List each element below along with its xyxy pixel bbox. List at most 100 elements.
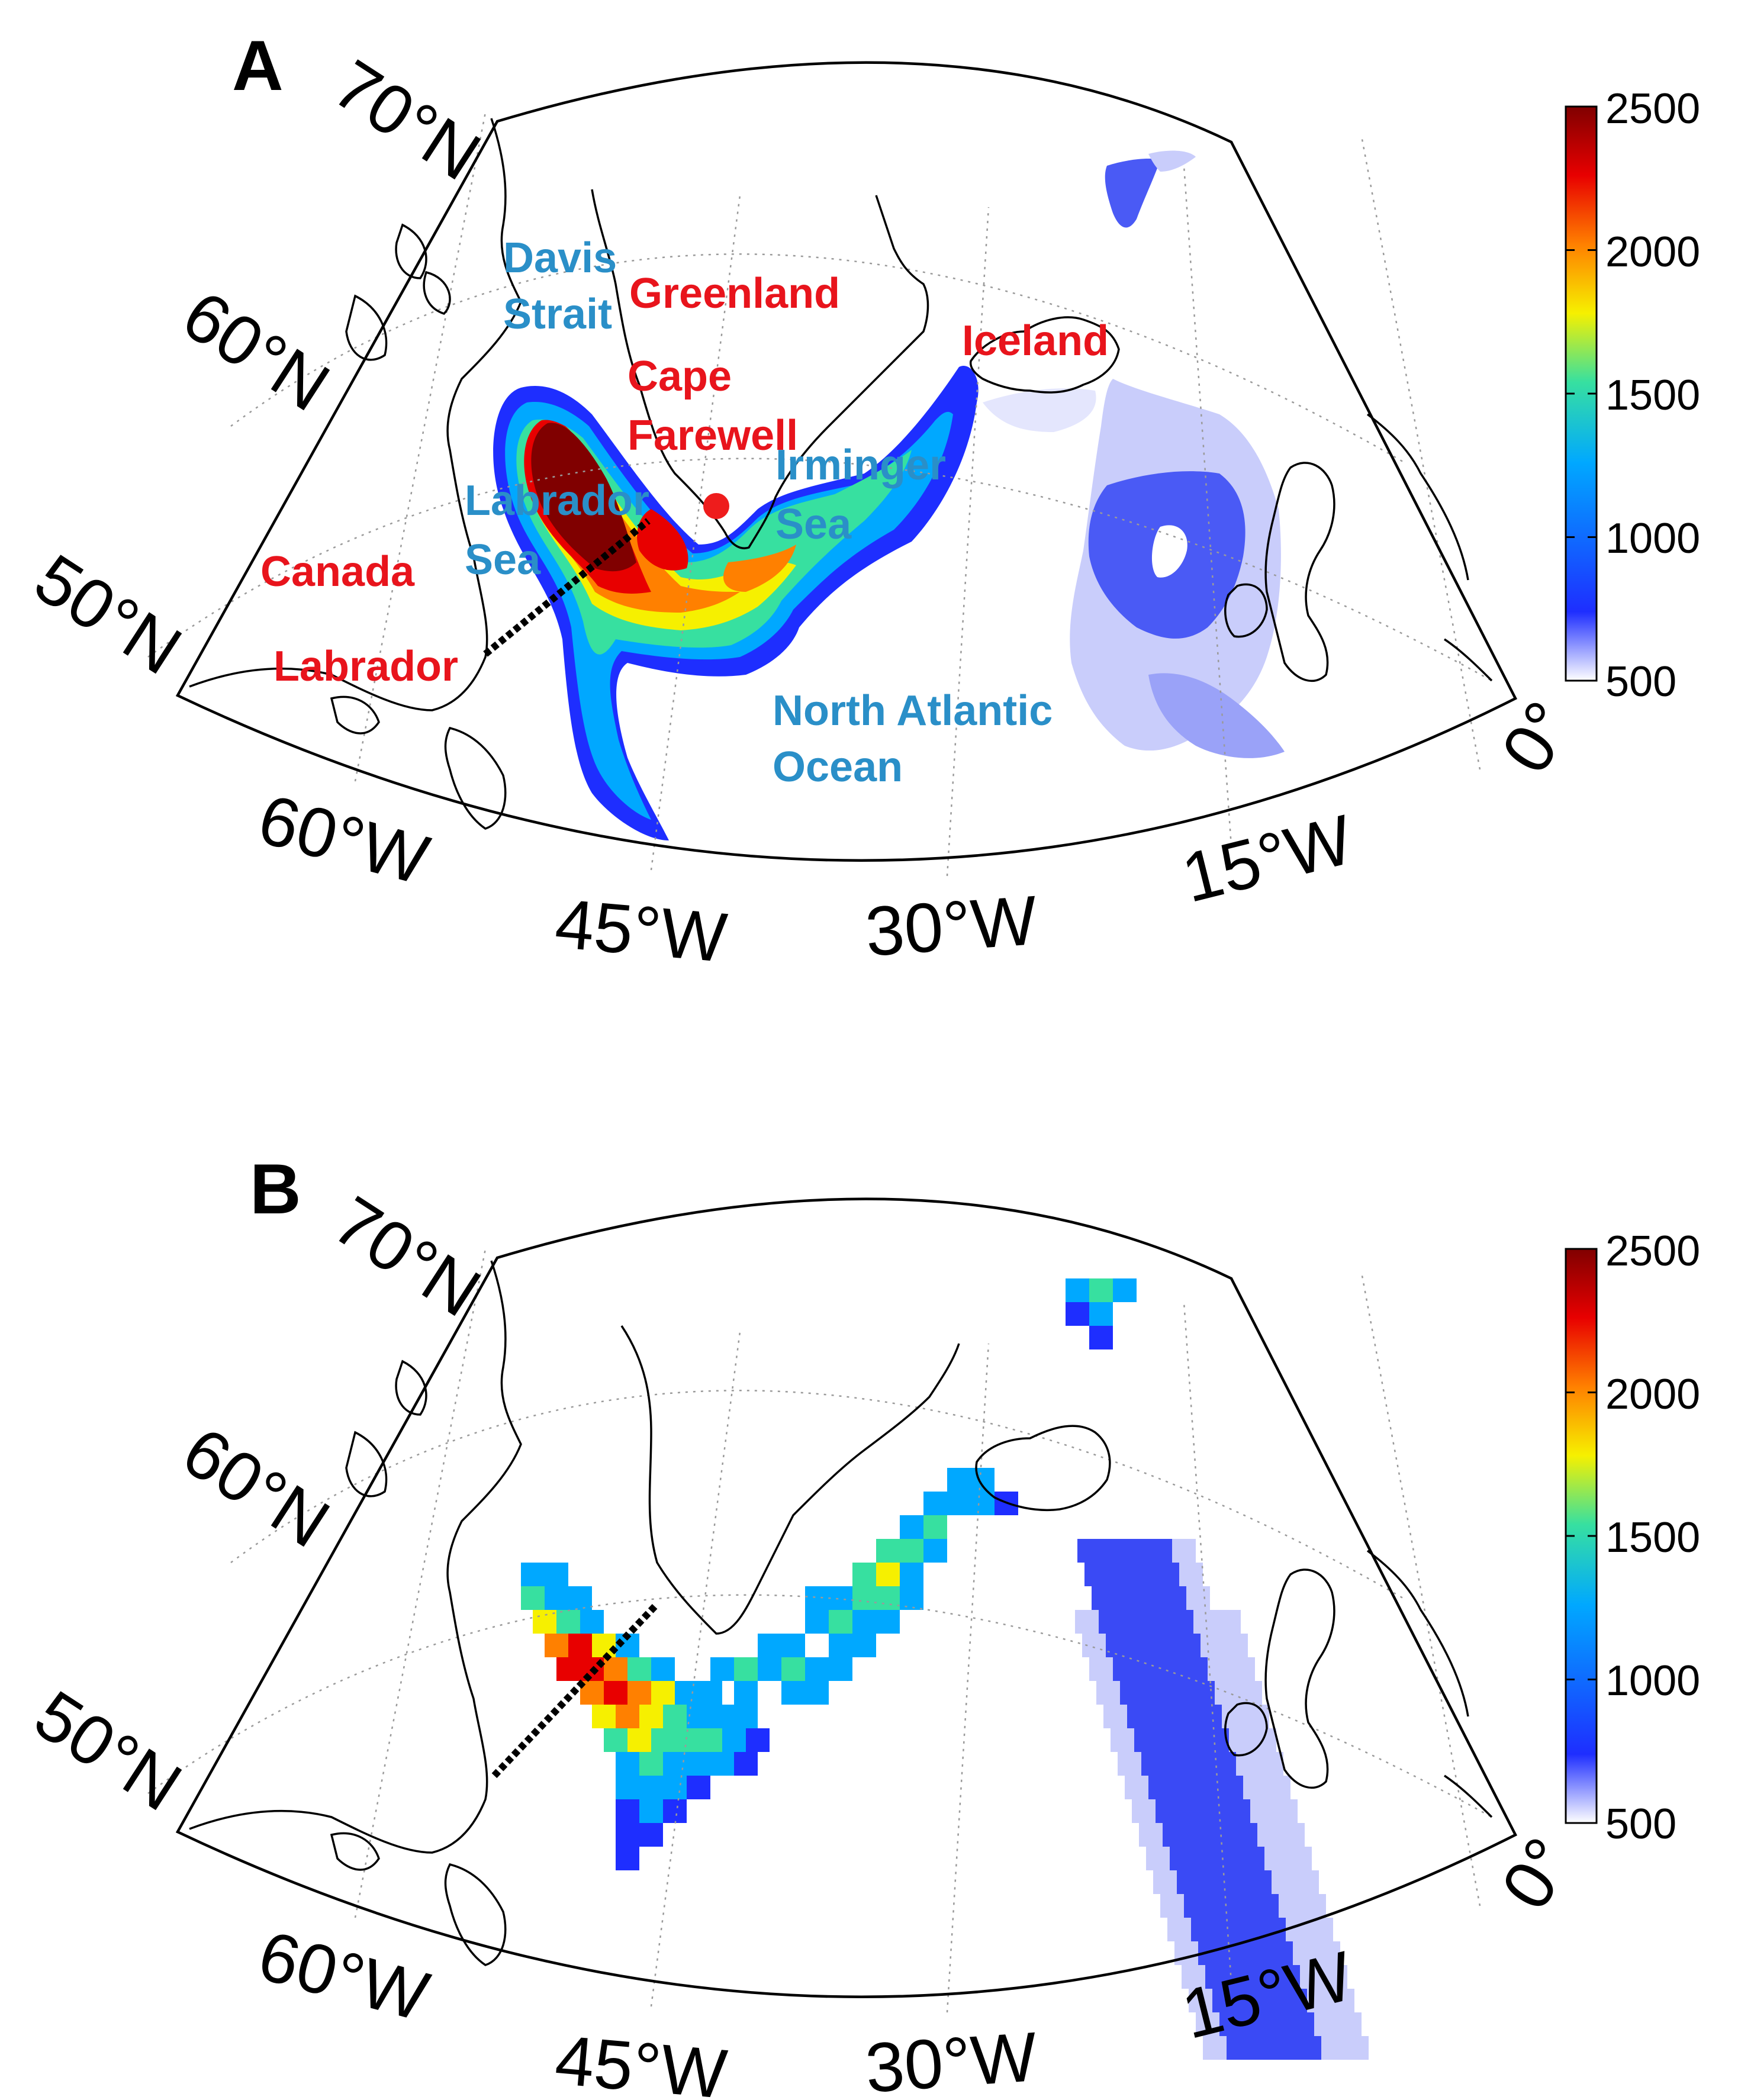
field-cell	[1317, 1941, 1340, 1965]
field-cell	[651, 1657, 675, 1681]
field-cell	[1092, 1586, 1115, 1610]
cb-b-2000: 2000	[1605, 1371, 1700, 1418]
field-cell	[1253, 1965, 1276, 1989]
label-canada: Canada	[260, 548, 415, 595]
field-cell	[710, 1705, 734, 1728]
lon-30-b: 30°W	[863, 2018, 1039, 2100]
field-cell	[781, 1657, 805, 1681]
field-cell	[876, 1610, 900, 1634]
cb-b-1500: 1500	[1605, 1514, 1700, 1561]
field-cell	[900, 1563, 923, 1586]
field-cell	[1103, 1705, 1127, 1728]
panel-a-frame	[175, 61, 1518, 862]
field-cell	[1165, 1752, 1189, 1776]
field-cell	[616, 1705, 639, 1728]
field-cell	[1189, 1752, 1212, 1776]
field-cell	[1148, 1539, 1172, 1563]
field-cell	[1321, 2036, 1345, 2060]
field-cell	[1125, 1539, 1148, 1563]
field-cell	[1177, 1634, 1201, 1657]
field-cell	[758, 1657, 781, 1681]
field-cell	[1179, 1799, 1203, 1823]
field-cell	[1153, 1870, 1177, 1894]
north-patch	[1105, 159, 1160, 228]
field-cell	[1227, 1799, 1250, 1823]
panel-a-graticule	[147, 112, 1492, 877]
panel-b-frame	[175, 1197, 1518, 1998]
field-cell	[1212, 1752, 1236, 1776]
newfoundland-coast-b	[330, 1832, 507, 1966]
field-cell	[1231, 1894, 1255, 1918]
field-cell	[829, 1610, 852, 1634]
field-cell	[1108, 1563, 1132, 1586]
field-cell	[1298, 2036, 1321, 2060]
panel-b-graticule	[147, 1248, 1492, 2013]
field-cell	[852, 1563, 876, 1586]
east-patch-hole	[1151, 525, 1187, 578]
field-cell	[663, 1799, 687, 1823]
field-cell	[1089, 1302, 1113, 1326]
field-cell	[805, 1586, 829, 1610]
field-cell	[1229, 1965, 1253, 1989]
field-cell	[1146, 1610, 1170, 1634]
field-cell	[1120, 1681, 1144, 1705]
field-cell	[1118, 1752, 1141, 1776]
field-cell	[1115, 1586, 1139, 1610]
field-cell	[1184, 1894, 1208, 1918]
scandinavia-coast-b	[1366, 1550, 1493, 1818]
field-cell	[1172, 1776, 1196, 1799]
label-greenland: Greenland	[629, 270, 840, 317]
field-cell	[1186, 1586, 1210, 1610]
field-cell	[852, 1610, 876, 1634]
field-cell	[627, 1681, 651, 1705]
field-cell	[1227, 2036, 1250, 2060]
field-cell	[1075, 1610, 1099, 1634]
field-cell	[1238, 1681, 1262, 1705]
label-north-atlantic: North Atlantic	[773, 687, 1053, 735]
lat-60-a: 60°N	[169, 276, 343, 426]
field-cell	[1113, 1278, 1137, 1302]
field-cell	[592, 1634, 616, 1657]
cape-farewell-marker	[703, 493, 729, 519]
field-cell	[1283, 1989, 1307, 2012]
label-irminger: Irminger	[775, 442, 946, 489]
field-cell	[1255, 1894, 1279, 1918]
field-cell	[1106, 1634, 1129, 1657]
labrador-islands	[345, 223, 451, 361]
field-cell	[627, 1870, 651, 1894]
field-cell	[687, 1776, 710, 1799]
field-cell	[710, 1657, 734, 1681]
panel-a-letter: A	[232, 26, 284, 105]
field-cell	[592, 1705, 616, 1728]
field-cell	[663, 1776, 687, 1799]
cb-b-2500: 2500	[1605, 1228, 1700, 1275]
field-cell	[734, 1657, 758, 1681]
field-cell	[1245, 1941, 1269, 1965]
cb-a-2500: 2500	[1605, 85, 1700, 133]
field-cell	[1191, 1681, 1215, 1705]
field-cell	[1300, 1965, 1324, 1989]
field-cell	[1243, 2012, 1267, 2036]
field-cell	[852, 1634, 876, 1657]
field-cell	[1066, 1278, 1089, 1302]
field-cell	[876, 1563, 900, 1586]
field-cell	[1089, 1657, 1113, 1681]
field-cell	[1137, 1267, 1160, 1290]
field-cell	[1160, 1894, 1184, 1918]
field-cell	[1314, 2012, 1338, 2036]
newfoundland-coast	[330, 695, 507, 830]
field-cell	[616, 1776, 639, 1799]
field-cell	[1260, 1752, 1283, 1776]
field-cell	[1113, 1657, 1137, 1681]
label-davis: Davis	[503, 234, 617, 282]
label-labrador-sea: Sea	[465, 536, 541, 584]
field-cell	[1243, 1776, 1267, 1799]
field-cell	[1307, 1989, 1331, 2012]
field-cell	[627, 1657, 651, 1681]
field-cell	[1163, 1823, 1186, 1847]
field-cell	[876, 1586, 900, 1610]
field-cell	[1099, 1610, 1122, 1634]
lon-60-b: 60°W	[250, 1917, 436, 2037]
field-cell	[663, 1752, 687, 1776]
